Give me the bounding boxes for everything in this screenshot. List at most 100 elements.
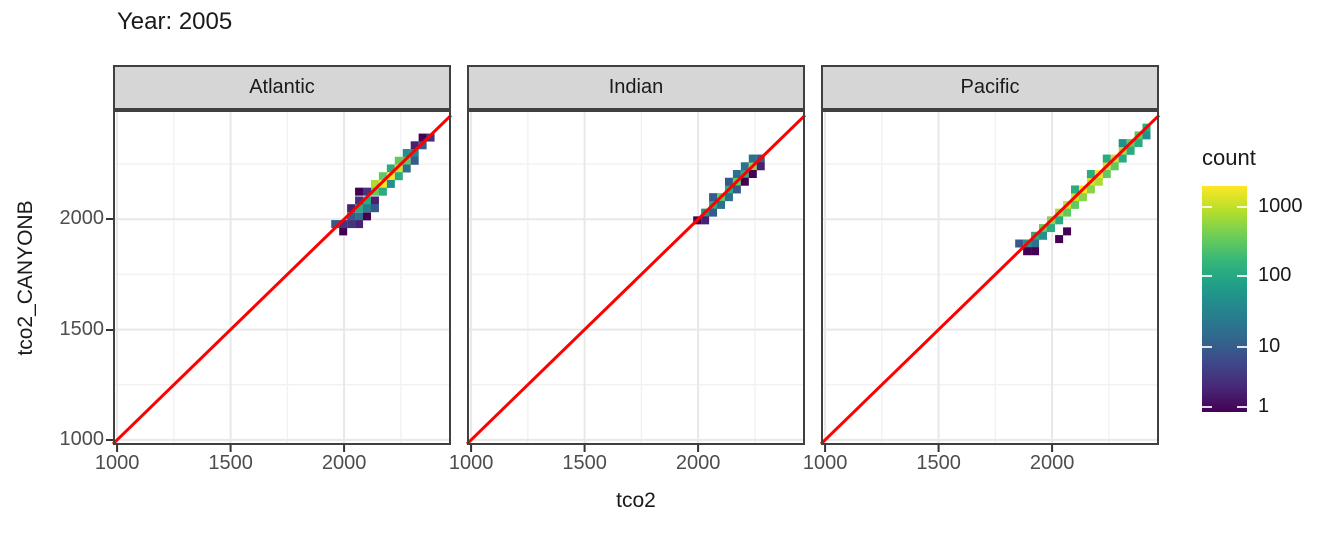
facet-strip-pacific: Pacific bbox=[821, 65, 1159, 110]
x-tick-label: 1000 bbox=[802, 452, 848, 474]
bin2d-tile bbox=[370, 196, 379, 205]
bin2d-tile bbox=[378, 172, 387, 181]
colorbar-tick-mark bbox=[1202, 206, 1212, 208]
colorbar-tick-mark bbox=[1237, 275, 1247, 277]
y-tick-label: 1500 bbox=[59, 317, 105, 340]
colorbar-tick-mark bbox=[1237, 206, 1247, 208]
x-tick-label: 1500 bbox=[562, 452, 607, 474]
x-tick-label: 2000 bbox=[1029, 452, 1075, 474]
bin2d-tile bbox=[1015, 239, 1024, 248]
colorbar-tick-mark bbox=[1237, 346, 1247, 348]
facet-strip-label: Atlantic bbox=[249, 76, 315, 98]
bin2d-tile bbox=[717, 200, 726, 209]
bin2d-tile bbox=[1126, 146, 1135, 155]
bin2d-tile bbox=[355, 204, 364, 213]
legend-colorbar bbox=[1202, 186, 1247, 412]
colorbar-tick-mark bbox=[1202, 275, 1212, 277]
x-tick-label: 2000 bbox=[321, 452, 367, 474]
bin2d-tile bbox=[1078, 193, 1087, 202]
bin2d-tile bbox=[347, 212, 356, 221]
bin2d-tile bbox=[1102, 169, 1111, 178]
bin2d-tile bbox=[370, 204, 379, 213]
colorbar-tick-mark bbox=[1202, 346, 1212, 348]
y-tick-label: 2000 bbox=[59, 207, 105, 230]
y-tick-mark bbox=[106, 438, 113, 441]
legend-count: count 1000 100 10 1 bbox=[1196, 145, 1344, 435]
facet-strip-atlantic: Atlantic bbox=[113, 65, 451, 110]
bin2d-tile bbox=[748, 154, 757, 163]
bin2d-tile bbox=[1055, 216, 1064, 225]
bin2d-tile bbox=[1063, 208, 1072, 217]
bin2d-tile bbox=[756, 162, 765, 171]
bin2d-tile bbox=[1031, 247, 1040, 256]
bin2d-tile bbox=[1031, 239, 1040, 248]
legend-tick-label: 1 bbox=[1258, 395, 1270, 417]
x-tick-label: 1500 bbox=[916, 452, 961, 474]
bin2d-tile bbox=[1142, 131, 1151, 140]
bin2d-tile bbox=[1071, 200, 1080, 209]
bin2d-tile bbox=[1039, 231, 1048, 240]
facet-strip-indian: Indian bbox=[467, 65, 805, 110]
x-tick-label: 1000 bbox=[94, 452, 140, 474]
x-tick-label: 1500 bbox=[208, 452, 253, 474]
bin2d-tile bbox=[701, 216, 710, 225]
bin2d-tile bbox=[386, 172, 395, 181]
bin2d-tile bbox=[386, 179, 395, 188]
bin2d-tile bbox=[709, 208, 718, 217]
bin2d-tile bbox=[1063, 227, 1072, 236]
bin2d-tile bbox=[378, 179, 387, 188]
bin2d-tile bbox=[363, 196, 372, 205]
bin2d-tile bbox=[331, 220, 340, 229]
legend-tick-label: 10 bbox=[1258, 335, 1281, 357]
facet-strip-label: Indian bbox=[608, 76, 664, 98]
bin2d-tile bbox=[355, 196, 364, 205]
bin2d-tile bbox=[732, 185, 741, 194]
bin2d-tile bbox=[1023, 247, 1032, 256]
bin2d-tile bbox=[370, 187, 379, 196]
bin2d-tile bbox=[402, 156, 411, 165]
identity-line bbox=[111, 114, 453, 445]
bin2d-tile bbox=[1094, 177, 1103, 186]
bin2d-tile bbox=[410, 149, 419, 158]
bin2d-tile bbox=[394, 172, 403, 181]
bin2d-tile bbox=[1071, 185, 1080, 194]
bin2d-tile bbox=[355, 220, 364, 229]
x-tick-label: 1000 bbox=[448, 452, 494, 474]
y-axis-title: tco2_CANYONB bbox=[14, 200, 37, 356]
bin2d-tile bbox=[732, 169, 741, 178]
colorbar-tick-mark bbox=[1202, 406, 1212, 408]
bin2d-tile bbox=[724, 177, 733, 186]
bin2d-tile bbox=[1086, 185, 1095, 194]
bin2d-tile bbox=[339, 227, 348, 236]
bin2d-tile bbox=[1102, 154, 1111, 163]
legend-tick-label: 100 bbox=[1258, 264, 1292, 286]
panel-pacific bbox=[819, 110, 1161, 452]
y-tick-mark bbox=[106, 218, 113, 221]
bin2d-tile bbox=[347, 204, 356, 213]
bin2d-tile bbox=[1055, 235, 1064, 244]
identity-line bbox=[819, 114, 1161, 445]
identity-line bbox=[465, 114, 807, 445]
panel-border bbox=[821, 110, 1159, 445]
bin2d-tile bbox=[1046, 224, 1055, 233]
colorbar-tick-mark bbox=[1237, 406, 1247, 408]
legend-title: count bbox=[1202, 145, 1256, 170]
bin2d-tile bbox=[1118, 154, 1127, 163]
bin2d-tile bbox=[386, 164, 395, 173]
bin2d-tile bbox=[410, 141, 419, 150]
panel-atlantic bbox=[111, 110, 453, 452]
bin2d-tile bbox=[394, 156, 403, 165]
bin2d-tile bbox=[740, 177, 749, 186]
plot-title: Year: 2005 bbox=[117, 8, 233, 35]
bin2d-tile bbox=[709, 193, 718, 202]
bin2d-tile bbox=[740, 162, 749, 171]
bin2d-tile bbox=[1134, 139, 1143, 148]
panel-border bbox=[113, 110, 451, 445]
bin2d-tile bbox=[355, 212, 364, 221]
bin2d-tile bbox=[394, 164, 403, 173]
bin2d-tile bbox=[418, 141, 427, 150]
y-tick-label: 1000 bbox=[59, 427, 105, 450]
bin2d-tile bbox=[724, 193, 733, 202]
bin2d-tile bbox=[363, 187, 372, 196]
